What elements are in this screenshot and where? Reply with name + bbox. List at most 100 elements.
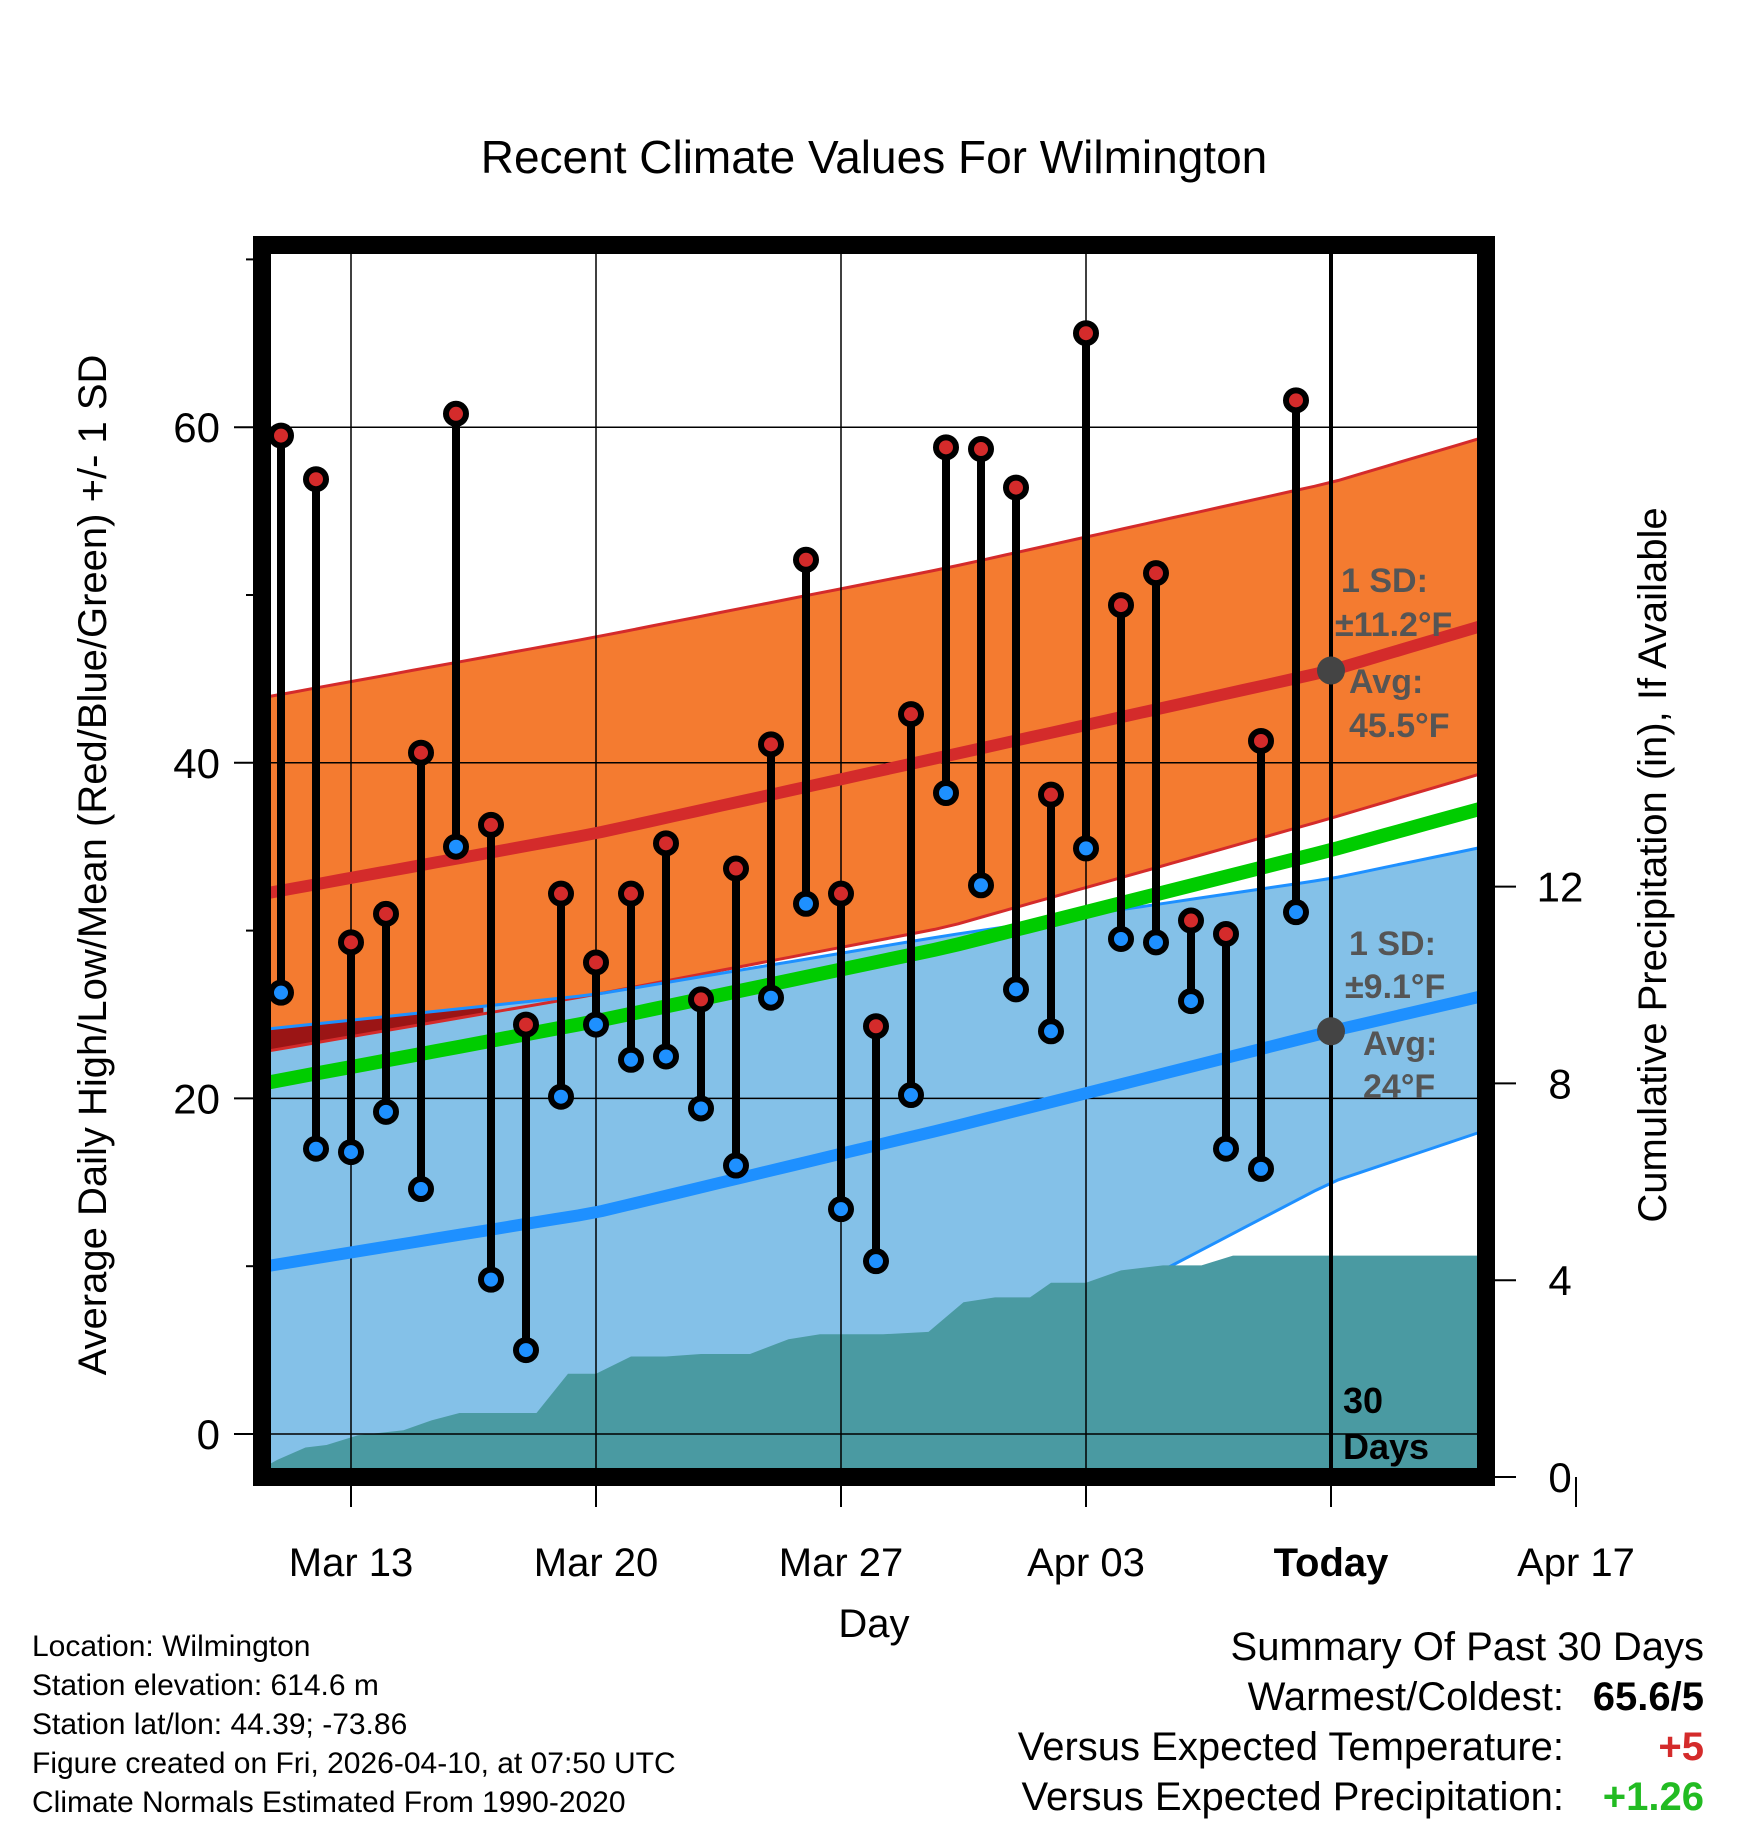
daily-low-point [338,1139,364,1166]
y-right-tick-label: 8 [1548,1060,1571,1107]
x-axis-label: Day [838,1602,909,1646]
plot-content [262,245,1486,1477]
elevation-text: Station elevation: 614.6 m [32,1669,379,1702]
daily-high-point [1178,907,1204,934]
y-axis-right-label: Cumulative Precipitation (in), If Availa… [1631,507,1675,1222]
y-right-tick-label: 0 [1548,1454,1571,1501]
daily-low-point [1283,899,1309,926]
daily-low-point [443,833,469,860]
plot-area: 1 SD: ±11.2°F Avg: 45.5°F 1 SD: ±9.1°F Avg: 24°… [173,236,1635,1585]
daily-low-point [513,1337,539,1364]
low-avg-label: Avg: [1363,1025,1437,1063]
x-tick-label: Mar 13 [289,1541,414,1585]
daily-high-point [618,880,644,907]
daily-high-point [373,900,399,927]
y-left-tick-label: 0 [197,1411,220,1458]
low-avg-value: 24°F [1363,1068,1435,1106]
daily-high-point [1073,320,1099,347]
daily-high-point [793,546,819,573]
latlon-text: Station lat/lon: 44.39; -73.86 [32,1708,408,1741]
daily-low-point [1143,929,1169,956]
summary-panel: Summary Of Past 30 Days Warmest/Coldest:… [1018,1622,1704,1822]
daily-high-point [408,739,434,766]
station-info: Location: Wilmington Station elevation: … [32,1627,676,1822]
y-right-tick-label: 4 [1548,1257,1571,1304]
daily-low-point [303,1135,329,1162]
daily-high-point [443,400,469,427]
daily-high-point [303,466,329,493]
location-text: Location: Wilmington [32,1630,311,1663]
x-tick-label: Apr 17 [1517,1541,1635,1585]
daily-high-point [898,701,924,728]
normals-text: Climate Normals Estimated From 1990-2020 [32,1786,626,1819]
daily-high-point [1143,560,1169,587]
summary-warmest-row: Warmest/Coldest: 65.6/5 [1018,1672,1704,1722]
warmest-value: 65.6/5 [1592,1675,1704,1719]
low-sd-label: 1 SD: [1349,925,1436,963]
daily-high-point [968,436,994,463]
precip-area [262,1255,1486,1477]
chart-title: Recent Climate Values For Wilmington [481,131,1268,183]
daily-high-point [653,830,679,857]
temp-value: +5 [1658,1725,1704,1769]
daily-high-point [1003,474,1029,501]
daily-low-point [898,1082,924,1109]
daily-high-point [513,1011,539,1038]
summary-title: Summary Of Past 30 Days [1230,1625,1704,1669]
daily-low-point [478,1266,504,1293]
daily-high-point [583,949,609,976]
daily-low-point [1073,835,1099,862]
daily-high-point [1213,920,1239,947]
daily-high-point [688,986,714,1013]
high-sd-upper-line [262,435,1486,700]
daily-low-point [373,1098,399,1125]
daily-high-point [268,422,294,449]
high-sd-lower-line [262,770,1486,1054]
daily-high-point [1108,592,1134,619]
daily-low-point [1108,925,1134,952]
daily-high-point [478,811,504,838]
daily-high-point [723,855,749,882]
warmest-label: Warmest/Coldest: [1247,1675,1564,1719]
plot-frame [253,236,1495,1486]
daily-high-point [548,880,574,907]
daily-low-point [758,984,784,1011]
daily-low-point [1178,988,1204,1015]
daily-high-point [1038,781,1064,808]
daily-high-point [338,929,364,956]
high-avg-label: Avg: [1349,663,1423,701]
daily-low-point [583,1011,609,1038]
daily-low-point [968,872,994,899]
daily-low-point [268,979,294,1006]
precip-value: +1.26 [1602,1775,1704,1819]
low-sd-value: ±9.1°F [1345,968,1445,1006]
y-axis-left-label: Average Daily High/Low/Mean (Red/Blue/Gr… [71,355,115,1376]
daily-low-point [1248,1155,1274,1182]
high-normal-line [262,618,1486,901]
daily-high-point [1248,727,1274,754]
y-left-tick-label: 20 [173,1075,220,1122]
daily-low-point [863,1248,889,1275]
summary-temp-row: Versus Expected Temperature: +5 [1018,1722,1704,1772]
x-tick-label: Apr 03 [1027,1541,1145,1585]
daily-low-point [793,890,819,917]
low-normal-line [262,989,1486,1274]
y-right-tick-label: 12 [1537,864,1584,911]
mean-normal-line [262,799,1486,1091]
precip-label: Versus Expected Precipitation: [1021,1775,1564,1819]
daily-low-point [408,1176,434,1203]
daily-low-point [1003,976,1029,1003]
daily-high-point [828,880,854,907]
temp-label: Versus Expected Temperature: [1017,1725,1564,1769]
today-days-label: Days [1343,1426,1429,1467]
daily-high-point [933,434,959,461]
daily-low-point [688,1095,714,1122]
high-avg-value: 45.5°F [1349,707,1450,745]
y-left-tick-label: 40 [173,740,220,787]
y-left-tick-label: 60 [173,404,220,451]
x-tick-label: Mar 20 [534,1541,659,1585]
daily-high-point [1283,387,1309,414]
low-sd-upper-line [262,844,1486,1032]
created-text: Figure created on Fri, 2026-04-10, at 07… [32,1747,676,1780]
